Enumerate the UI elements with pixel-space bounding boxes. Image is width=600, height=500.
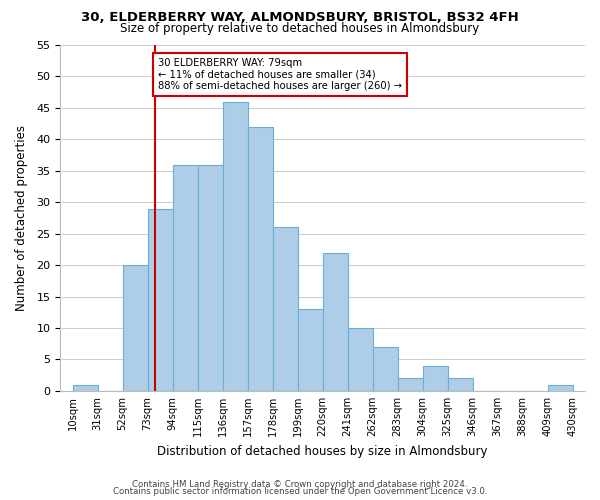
Bar	[373, 347, 398, 391]
Bar	[223, 102, 248, 391]
Bar	[323, 252, 347, 391]
X-axis label: Distribution of detached houses by size in Almondsbury: Distribution of detached houses by size …	[157, 444, 488, 458]
Bar	[248, 127, 272, 391]
Text: Contains HM Land Registry data © Crown copyright and database right 2024.: Contains HM Land Registry data © Crown c…	[132, 480, 468, 489]
Bar	[73, 384, 98, 391]
Bar	[448, 378, 473, 391]
Text: 30 ELDERBERRY WAY: 79sqm
← 11% of detached houses are smaller (34)
88% of semi-d: 30 ELDERBERRY WAY: 79sqm ← 11% of detach…	[158, 58, 403, 91]
Bar	[173, 164, 197, 391]
Bar	[148, 208, 173, 391]
Text: Size of property relative to detached houses in Almondsbury: Size of property relative to detached ho…	[121, 22, 479, 35]
Text: Contains public sector information licensed under the Open Government Licence v3: Contains public sector information licen…	[113, 487, 487, 496]
Bar	[422, 366, 448, 391]
Bar	[347, 328, 373, 391]
Bar	[398, 378, 422, 391]
Bar	[197, 164, 223, 391]
Bar	[548, 384, 572, 391]
Y-axis label: Number of detached properties: Number of detached properties	[15, 125, 28, 311]
Text: 30, ELDERBERRY WAY, ALMONDSBURY, BRISTOL, BS32 4FH: 30, ELDERBERRY WAY, ALMONDSBURY, BRISTOL…	[81, 11, 519, 24]
Bar	[272, 228, 298, 391]
Bar	[298, 309, 323, 391]
Bar	[122, 265, 148, 391]
